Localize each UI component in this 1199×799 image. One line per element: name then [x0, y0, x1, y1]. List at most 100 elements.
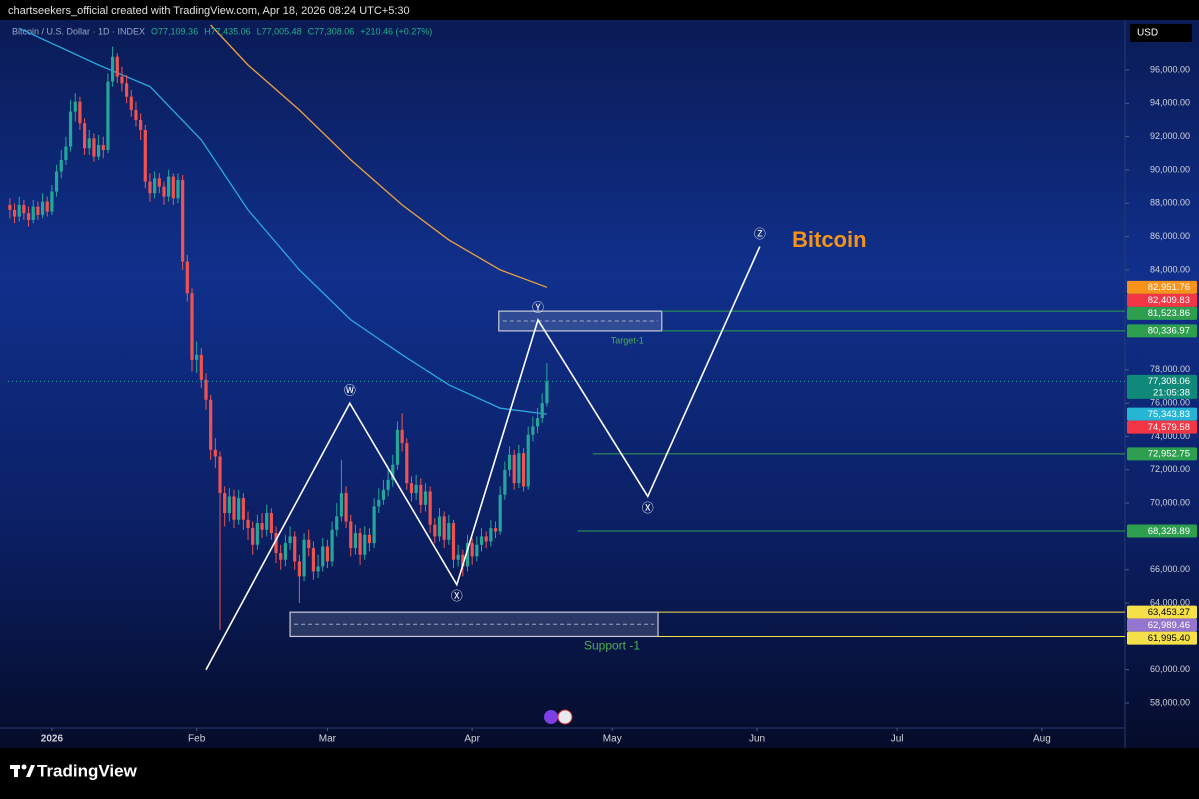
events-icons[interactable]	[544, 709, 573, 725]
candle-body	[134, 109, 138, 120]
candle-body	[465, 543, 470, 567]
wave-line	[205, 246, 761, 671]
wave-label: Ⓩ	[754, 227, 766, 241]
y-tick-label: 74,000.00	[1150, 431, 1190, 441]
candle-body	[92, 138, 96, 157]
candle-body	[353, 533, 358, 549]
x-tick-label: Apr	[464, 734, 480, 745]
candle-body	[335, 516, 339, 530]
y-tick-label: 92,000.00	[1150, 131, 1190, 141]
candle-body	[442, 516, 446, 540]
candle-body	[419, 484, 423, 505]
candle-body	[400, 429, 404, 444]
x-tick-label: Mar	[319, 734, 337, 745]
candle-body	[181, 179, 185, 262]
candle-body	[344, 493, 348, 522]
event-icon[interactable]	[544, 710, 558, 724]
candle-body	[414, 484, 418, 494]
candle-body	[265, 513, 269, 530]
candle-body	[227, 496, 231, 514]
currency: USD	[1137, 28, 1158, 39]
candle-body	[405, 443, 409, 484]
candle-body	[391, 464, 395, 480]
candle-body	[321, 546, 325, 567]
price-label	[1127, 374, 1197, 399]
candle-body	[40, 201, 45, 215]
candle-body	[386, 479, 390, 490]
candle-body	[96, 144, 101, 157]
candle-body	[143, 129, 147, 182]
candle-body	[274, 533, 278, 554]
header-bar	[0, 0, 1199, 20]
candle-body	[293, 536, 297, 562]
y-tick-label: 94,000.00	[1150, 98, 1190, 108]
wave-label: Ⓧ	[642, 501, 654, 515]
x-tick-label: Jul	[891, 734, 904, 745]
logo	[10, 764, 35, 777]
candle-body	[451, 523, 456, 560]
y-tick-label: 84,000.00	[1150, 264, 1190, 274]
y-tick-label: 78,000.00	[1150, 364, 1190, 374]
y-tick-label: 90,000.00	[1150, 164, 1190, 174]
chart-background	[0, 20, 1199, 748]
price-label-text: 77,308.06	[1148, 376, 1190, 387]
candle-body	[307, 539, 311, 549]
candle-body	[507, 454, 512, 470]
moving-average	[18, 27, 547, 415]
candle-body	[297, 561, 301, 577]
wave-label: Ⓨ	[532, 300, 544, 314]
candle-body	[316, 566, 320, 572]
x-tick-label: 2026	[41, 734, 64, 745]
price-label-text: 75,343.83	[1148, 409, 1190, 420]
x-tick-label: Feb	[188, 734, 206, 745]
header-text: chartseekers_official created with Tradi…	[8, 5, 410, 17]
y-tick-label: 60,000.00	[1150, 664, 1190, 674]
y-tick-label: 70,000.00	[1150, 497, 1190, 507]
candle-body	[12, 209, 17, 217]
countdown: 21:05:38	[1153, 387, 1190, 398]
wave-label: Ⓦ	[344, 384, 356, 398]
candle-body	[111, 56, 115, 82]
event-icon[interactable]	[557, 709, 573, 725]
price-label	[1127, 407, 1197, 421]
candle-body	[8, 204, 12, 210]
price-label	[1127, 306, 1197, 320]
candle-body	[185, 261, 189, 294]
candle-body	[68, 111, 73, 147]
candle-body	[479, 536, 484, 545]
candle-body	[349, 521, 353, 549]
candle-body	[17, 204, 21, 217]
y-tick-label: 76,000.00	[1150, 398, 1190, 408]
candle-body	[545, 381, 549, 404]
y-tick-label: 64,000.00	[1150, 597, 1190, 607]
candle-body	[330, 529, 334, 562]
price-label-text: 68,328.89	[1148, 526, 1190, 537]
candle-body	[106, 81, 110, 150]
candle-body	[433, 524, 437, 537]
candle-body	[339, 493, 344, 517]
candle-body	[395, 429, 400, 465]
price-label	[1127, 420, 1197, 434]
candle-body	[288, 536, 292, 544]
candle-body	[470, 543, 474, 557]
candle-body	[251, 528, 255, 545]
price-label	[1127, 447, 1197, 461]
candle-body	[381, 489, 386, 500]
logo-mark	[14, 765, 18, 777]
y-tick-label: 58,000.00	[1150, 697, 1190, 707]
candle-body	[232, 496, 236, 520]
candle-body	[50, 191, 54, 212]
price-label-text: 72,952.75	[1148, 449, 1190, 460]
currency-box[interactable]	[1130, 24, 1192, 42]
candle-body	[325, 546, 330, 562]
candle-body	[409, 483, 414, 494]
y-tick-label: 72,000.00	[1150, 464, 1190, 474]
price-label-text: 82,951.76	[1148, 282, 1190, 293]
candle-body	[283, 543, 287, 560]
candle-body	[484, 536, 488, 542]
candle-body	[45, 201, 49, 212]
candle-body	[447, 523, 451, 540]
candle-body	[241, 498, 245, 520]
candle-body	[521, 453, 526, 487]
